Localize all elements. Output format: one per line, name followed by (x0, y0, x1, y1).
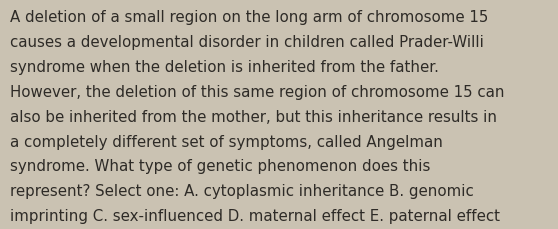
Text: imprinting C. sex-influenced D. maternal effect E. paternal effect: imprinting C. sex-influenced D. maternal… (10, 208, 500, 223)
Text: also be inherited from the mother, but this inheritance results in: also be inherited from the mother, but t… (10, 109, 497, 124)
Text: However, the deletion of this same region of chromosome 15 can: However, the deletion of this same regio… (10, 85, 504, 99)
Text: A deletion of a small region on the long arm of chromosome 15: A deletion of a small region on the long… (10, 10, 488, 25)
Text: causes a developmental disorder in children called Prader-Willi: causes a developmental disorder in child… (10, 35, 484, 50)
Text: syndrome. What type of genetic phenomenon does this: syndrome. What type of genetic phenomeno… (10, 159, 430, 174)
Text: syndrome when the deletion is inherited from the father.: syndrome when the deletion is inherited … (10, 60, 439, 75)
Text: represent? Select one: A. cytoplasmic inheritance B. genomic: represent? Select one: A. cytoplasmic in… (10, 183, 474, 198)
Text: a completely different set of symptoms, called Angelman: a completely different set of symptoms, … (10, 134, 443, 149)
